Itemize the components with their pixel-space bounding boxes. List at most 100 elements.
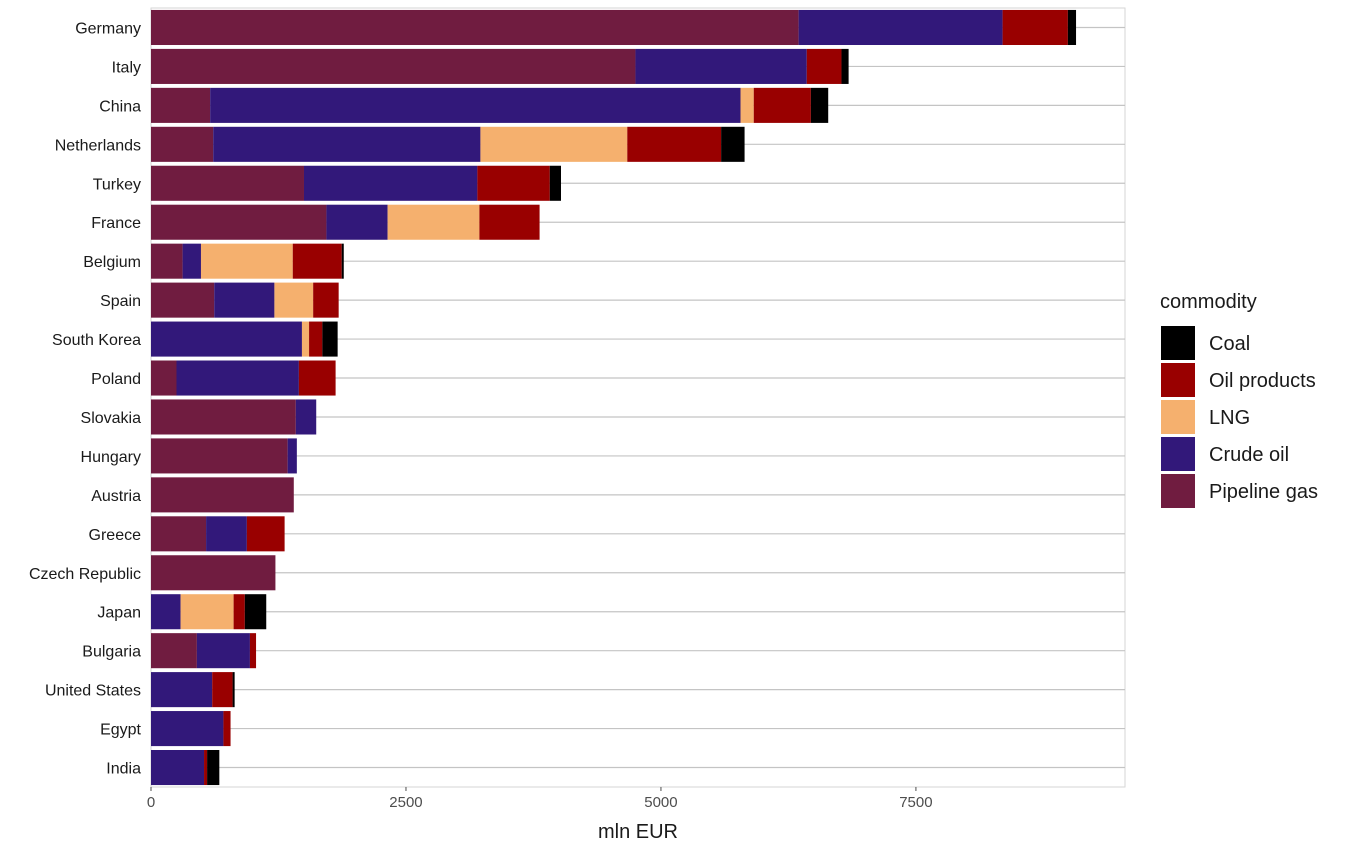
bar-poland-pipeline-gas [151,360,177,396]
legend-swatch-oil-products [1161,363,1195,397]
bar-china-oil-products [753,87,811,123]
bar-italy-crude-oil [635,48,807,84]
bar-egypt-oil-products [223,711,231,747]
bar-austria-pipeline-gas [151,477,294,513]
bar-china-pipeline-gas [151,87,211,123]
category-label-greece: Greece [89,527,142,544]
x-axis-title: mln EUR [598,821,678,843]
category-label-japan: Japan [97,605,141,622]
category-label-spain: Spain [100,293,141,310]
bar-italy-oil-products [806,48,842,84]
bar-japan-coal [244,594,267,630]
bar-south-korea-coal [322,321,338,357]
bar-slovakia-crude-oil [295,399,317,435]
x-tick-label-7500: 7500 [899,794,932,811]
bar-japan-crude-oil [151,594,181,630]
bar-netherlands-oil-products [627,126,722,162]
bar-china-coal [810,87,829,123]
bar-south-korea-lng [301,321,310,357]
bar-united-states-coal [232,672,235,708]
bar-netherlands-pipeline-gas [151,126,214,162]
bar-italy-coal [841,48,849,84]
bar-hungary-pipeline-gas [151,438,288,474]
bar-egypt-crude-oil [151,711,224,747]
bar-bulgaria-oil-products [249,633,257,669]
category-label-bulgaria: Bulgaria [82,644,141,661]
bar-bulgaria-pipeline-gas [151,633,197,669]
bar-japan-lng [180,594,234,630]
legend-label-pipeline-gas: Pipeline gas [1209,481,1318,503]
bar-india-oil-products [204,749,208,786]
bar-spain-pipeline-gas [151,282,215,318]
category-label-turkey: Turkey [93,176,141,193]
legend-label-oil-products: Oil products [1209,370,1316,392]
bar-india-coal [207,749,220,786]
bar-turkey-oil-products [477,165,550,201]
bar-china-lng [740,87,754,123]
category-label-netherlands: Netherlands [55,137,141,154]
bar-china-crude-oil [210,87,741,123]
bar-belgium-pipeline-gas [151,243,183,279]
category-label-france: France [91,215,141,232]
plot-panel [150,7,1126,788]
bar-france-crude-oil [326,204,388,240]
bar-turkey-pipeline-gas [151,165,304,201]
bar-greece-crude-oil [206,516,247,552]
bar-germany-oil-products [1002,9,1068,46]
category-label-china: China [99,98,141,115]
bar-greece-pipeline-gas [151,516,207,552]
bar-poland-crude-oil [176,360,299,396]
category-label-india: India [106,761,141,778]
bar-slovakia-pipeline-gas [151,399,296,435]
bar-netherlands-lng [480,126,628,162]
bar-spain-crude-oil [214,282,275,318]
legend-label-lng: LNG [1209,407,1250,429]
category-label-egypt: Egypt [100,722,141,739]
bar-south-korea-crude-oil [151,321,302,357]
category-label-austria: Austria [91,488,141,505]
bar-france-oil-products [479,204,540,240]
category-label-poland: Poland [91,371,141,388]
x-tick-label-2500: 2500 [389,794,422,811]
category-labels: Germany Italy China Netherlands Turkey France… [29,20,142,777]
x-tick-label-5000: 5000 [644,794,677,811]
legend-swatch-lng [1161,400,1195,434]
x-tick-label-0: 0 [147,794,155,811]
bar-bulgaria-crude-oil [196,633,250,669]
bar-france-pipeline-gas [151,204,327,240]
bar-germany-pipeline-gas [151,9,799,46]
bar-germany-crude-oil [798,9,1003,46]
x-tick-labels: 0 2500 5000 7500 [147,787,933,811]
bar-spain-oil-products [313,282,339,318]
bar-poland-oil-products [298,360,336,396]
category-label-italy: Italy [112,59,141,76]
legend: commodity Coal Oil products LNG Crude oil Pi… [1160,291,1318,508]
legend-items: Coal Oil products LNG Crude oil Pipeline gas [1161,326,1318,508]
category-label-south-korea: South Korea [52,332,141,349]
bar-germany-coal [1067,9,1077,46]
bar-turkey-crude-oil [303,165,478,201]
bar-belgium-crude-oil [182,243,201,279]
bar-south-korea-oil-products [309,321,323,357]
category-label-united-states: United States [45,683,141,700]
bar-netherlands-coal [721,126,745,162]
bar-india-crude-oil [151,749,205,786]
bar-japan-oil-products [233,594,245,630]
category-label-belgium: Belgium [83,254,141,271]
legend-title: commodity [1160,291,1257,313]
legend-label-crude-oil: Crude oil [1209,444,1289,466]
bar-netherlands-crude-oil [213,126,481,162]
bar-layer [151,9,1077,786]
bar-united-states-crude-oil [151,672,213,708]
category-label-hungary: Hungary [81,449,141,466]
bar-hungary-crude-oil [287,438,297,474]
bar-turkey-coal [549,165,561,201]
legend-swatch-coal [1161,326,1195,360]
legend-swatch-crude-oil [1161,437,1195,471]
bar-belgium-oil-products [292,243,342,279]
category-label-germany: Germany [75,20,141,37]
bar-belgium-coal [341,243,344,279]
category-label-czech-republic: Czech Republic [29,566,141,583]
bar-spain-lng [274,282,314,318]
category-label-slovakia: Slovakia [81,410,142,427]
